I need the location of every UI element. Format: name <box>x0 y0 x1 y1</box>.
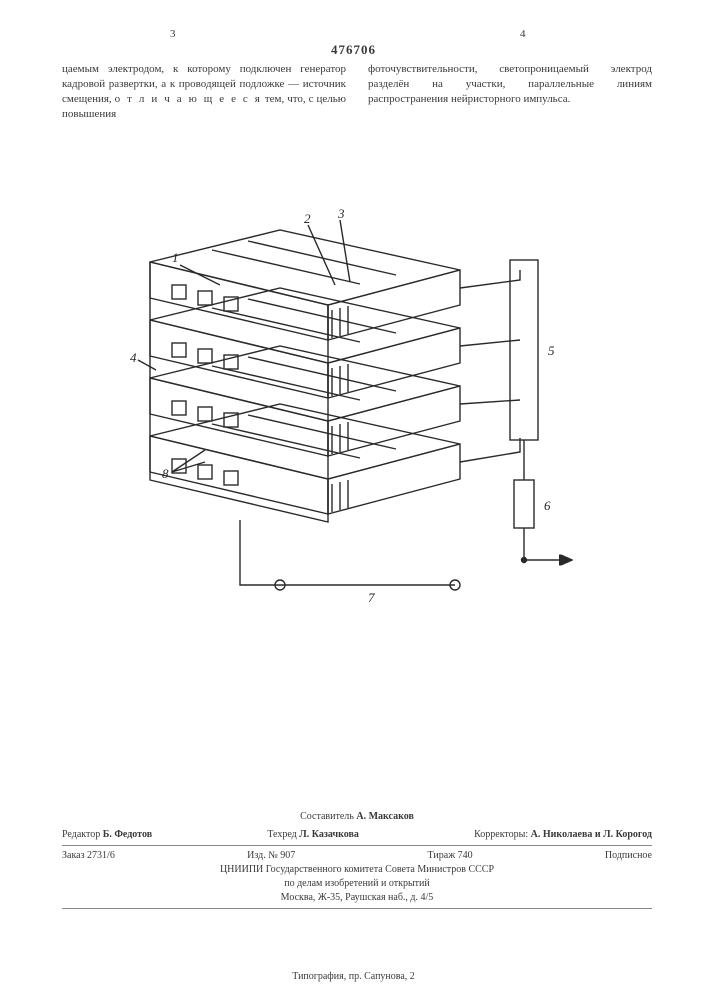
compiler-name: А. Максаков <box>356 811 414 822</box>
correctors-names: А. Николаева и Л. Корогод <box>531 829 652 840</box>
page-number-right: 4 <box>520 28 526 40</box>
page-number-left: 3 <box>170 28 176 40</box>
technical-figure: 1 2 3 4 5 6 7 8 <box>110 190 610 615</box>
svg-text:1: 1 <box>172 250 179 265</box>
editor-name: Б. Федотов <box>103 829 152 840</box>
divider <box>62 845 652 846</box>
svg-text:5: 5 <box>548 343 555 358</box>
compiler-line: Составитель А. Максаков <box>62 810 652 824</box>
left-column: цаемым электродом, к которому подключен … <box>62 62 346 121</box>
izd-label: Изд. № <box>247 850 278 861</box>
correctors-label: Корректоры: <box>474 829 528 840</box>
divider-2 <box>62 908 652 909</box>
body-text: цаемым электродом, к которому подключен … <box>62 62 652 121</box>
org-line-1: ЦНИИПИ Государственного комитета Совета … <box>62 863 652 877</box>
svg-text:7: 7 <box>368 590 375 605</box>
tirazh-cell: Тираж 740 <box>428 849 473 863</box>
credits-block: Составитель А. Максаков Редактор Б. Федо… <box>62 810 652 912</box>
svg-text:6: 6 <box>544 498 551 513</box>
imprint-line: Типография, пр. Сапунова, 2 <box>0 971 707 982</box>
print-row: Заказ 2731/6 Изд. № 907 Тираж 740 Подпис… <box>62 849 652 863</box>
tirazh-label: Тираж <box>428 850 456 861</box>
org-line-2: по делам изобретений и открытий <box>62 877 652 891</box>
svg-text:4: 4 <box>130 350 137 365</box>
document-number: 476706 <box>0 42 707 58</box>
svg-text:2: 2 <box>304 211 311 226</box>
techred-name: Л. Казачкова <box>299 829 359 840</box>
subscription-cell: Подписное <box>605 849 652 863</box>
order-label: Заказ <box>62 850 85 861</box>
left-col-emphasis: о т л и ч а ю щ е е с я <box>115 93 262 105</box>
tirazh-value: 740 <box>458 850 473 861</box>
order-cell: Заказ 2731/6 <box>62 849 115 863</box>
techred-cell: Техред Л. Казачкова <box>267 828 359 842</box>
order-value: 2731/6 <box>87 850 115 861</box>
svg-text:8: 8 <box>162 466 169 481</box>
izd-value: 907 <box>280 850 295 861</box>
editors-row: Редактор Б. Федотов Техред Л. Казачкова … <box>62 828 652 842</box>
correctors-cell: Корректоры: А. Николаева и Л. Корогод <box>474 828 652 842</box>
izd-cell: Изд. № 907 <box>247 849 295 863</box>
techred-label: Техред <box>267 829 296 840</box>
compiler-label: Составитель <box>300 811 354 822</box>
org-line-3: Москва, Ж-35, Раушская наб., д. 4/5 <box>62 891 652 905</box>
right-column: фоточувствительности, светопроницаемый э… <box>368 62 652 121</box>
svg-text:3: 3 <box>337 206 345 221</box>
editor-cell: Редактор Б. Федотов <box>62 828 152 842</box>
editor-label: Редактор <box>62 829 100 840</box>
